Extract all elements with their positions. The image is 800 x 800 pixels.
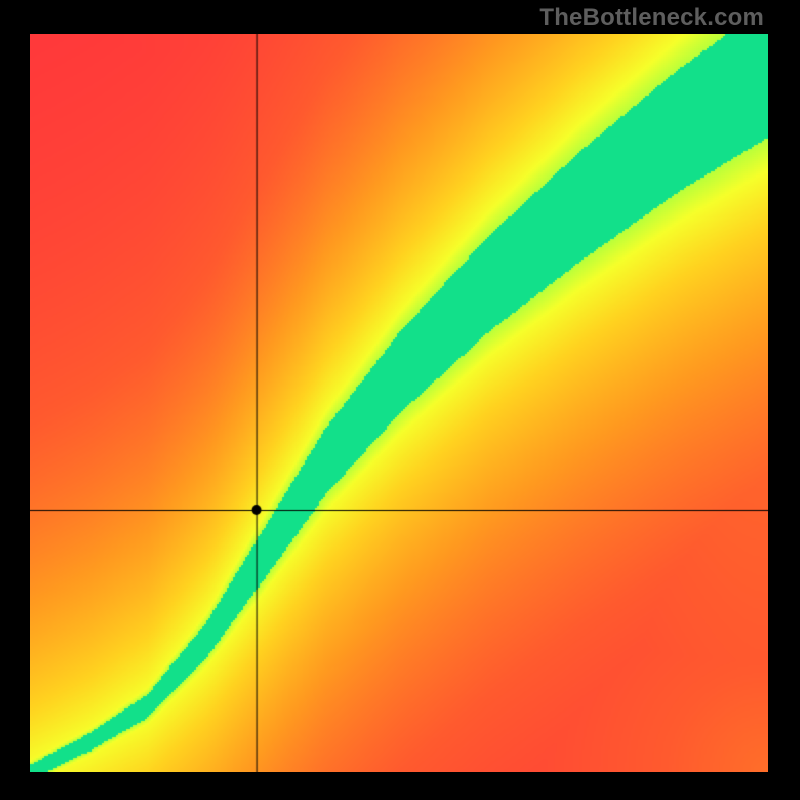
heatmap-canvas	[30, 34, 768, 772]
watermark-label: TheBottleneck.com	[539, 4, 764, 32]
chart-container: TheBottleneck.com	[0, 0, 800, 800]
